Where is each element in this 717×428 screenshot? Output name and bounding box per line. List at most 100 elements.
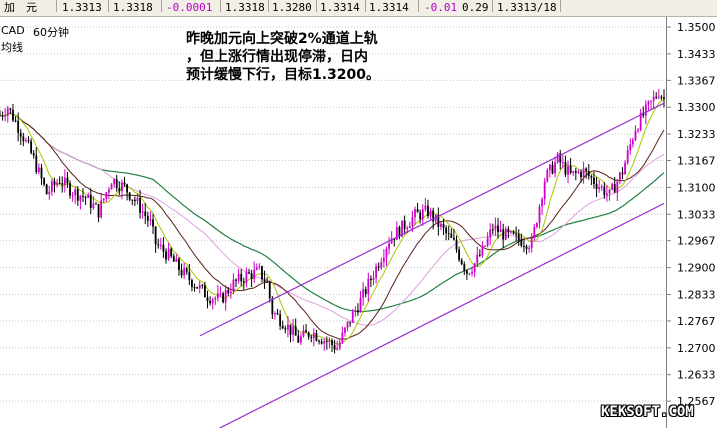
candle-body xyxy=(240,273,243,282)
candle-body xyxy=(126,184,129,193)
candle-body xyxy=(357,310,359,313)
candle-body xyxy=(655,96,658,98)
candle-body xyxy=(92,203,95,208)
candle-body xyxy=(19,132,22,137)
separator xyxy=(108,0,109,12)
ma-pink-line xyxy=(0,112,665,326)
candle-body xyxy=(253,269,256,280)
candle-body xyxy=(377,266,380,268)
candle-body xyxy=(76,189,79,201)
candle-body xyxy=(229,291,232,294)
candle-body xyxy=(139,197,141,213)
candle-body xyxy=(372,277,375,281)
candle-body xyxy=(629,144,632,150)
candle-body xyxy=(497,225,499,233)
candle-body xyxy=(30,141,33,154)
candle-body xyxy=(639,112,642,130)
y-tick-label: 1.3300 xyxy=(677,101,716,114)
candle-body xyxy=(561,162,564,164)
candle-body xyxy=(650,100,652,102)
candle-body xyxy=(577,172,580,174)
candle-body xyxy=(595,183,598,190)
candle-body xyxy=(388,243,390,249)
candle-body xyxy=(499,229,502,233)
candle-body xyxy=(600,186,603,188)
candle-body xyxy=(380,262,383,268)
candle-body xyxy=(0,115,1,117)
y-tick-label: 1.3433 xyxy=(677,48,716,61)
candle-body xyxy=(369,278,372,281)
candle-body xyxy=(582,168,585,178)
candle-body xyxy=(663,97,665,100)
candle-body xyxy=(74,189,77,196)
candle-body xyxy=(517,233,520,240)
candle-body xyxy=(37,167,40,173)
candle-body xyxy=(618,172,621,182)
quote-open: 1.3313 xyxy=(62,1,102,14)
candle-body xyxy=(133,199,136,202)
candle-body xyxy=(235,279,237,281)
candle-body xyxy=(43,178,46,185)
candle-body xyxy=(502,229,505,240)
candle-body xyxy=(390,238,393,244)
candle-body xyxy=(367,278,370,294)
candle-body xyxy=(255,267,258,270)
candle-body xyxy=(408,226,411,229)
quote-ask: 1.3314 xyxy=(369,1,409,14)
candle-body xyxy=(323,341,326,344)
candle-body xyxy=(79,195,82,201)
candle-body xyxy=(546,170,549,182)
candle-body xyxy=(310,336,313,338)
candle-body xyxy=(284,328,287,330)
candle-body xyxy=(458,249,461,260)
quote-extra: 1.3313/18 xyxy=(497,1,557,14)
candle-body xyxy=(183,268,186,276)
candle-body xyxy=(48,191,51,195)
candle-body xyxy=(320,341,323,344)
candle-body xyxy=(336,348,339,350)
candle-body xyxy=(520,239,523,247)
candle-body xyxy=(393,238,396,240)
candle-body xyxy=(471,271,473,274)
candle-body xyxy=(271,298,274,315)
candle-body xyxy=(56,182,58,186)
separator xyxy=(365,0,366,12)
candle-body xyxy=(110,184,113,190)
y-tick-label: 1.3233 xyxy=(677,128,716,141)
candle-body xyxy=(84,196,87,198)
quote-last: 1.3314 xyxy=(320,1,360,14)
price-chart: 1.3500 1.3433 1.3367 1.3300 1.3233 1.3167 1.31… xyxy=(0,17,716,428)
candle-body xyxy=(89,194,92,208)
candle-body xyxy=(421,209,424,220)
candle-body xyxy=(162,244,165,252)
candle-body xyxy=(61,183,64,186)
separator xyxy=(56,0,57,12)
candle-body xyxy=(523,246,525,248)
separator xyxy=(560,0,561,12)
candle-body xyxy=(307,332,310,337)
candle-body xyxy=(113,179,116,185)
candle-body xyxy=(359,297,362,313)
candle-body xyxy=(621,172,624,175)
candle-body xyxy=(587,171,590,177)
candle-body xyxy=(652,96,655,101)
plot-area xyxy=(666,17,667,428)
candle-body xyxy=(556,153,559,163)
y-tick-label: 1.2700 xyxy=(677,342,716,355)
candle-body xyxy=(289,324,292,335)
annotation-line-1: 昨晚加元向上突破2%通道上轨 xyxy=(186,31,378,47)
candle-body xyxy=(606,193,608,196)
candle-body xyxy=(657,96,660,98)
candle-body xyxy=(398,227,401,237)
annotation-line-2: ，但上涨行情出现停滞，日内 xyxy=(186,49,368,65)
candle-body xyxy=(364,289,367,294)
candle-body xyxy=(180,269,183,276)
candle-body xyxy=(40,167,43,179)
candle-body xyxy=(50,181,53,192)
candle-body xyxy=(611,183,614,190)
candle-body xyxy=(157,244,160,246)
y-tick-label: 1.2900 xyxy=(677,262,716,275)
channel-lower-line xyxy=(218,202,665,428)
candle-body xyxy=(286,324,289,330)
